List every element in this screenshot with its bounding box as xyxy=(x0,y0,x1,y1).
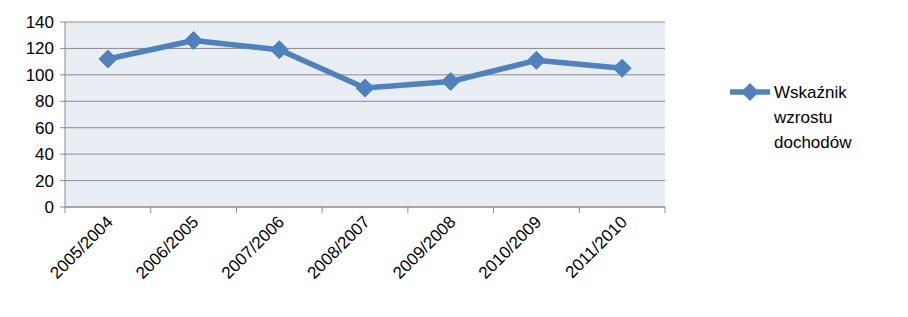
y-tick xyxy=(60,22,65,23)
y-axis xyxy=(65,22,66,207)
y-tick-label: 40 xyxy=(35,145,54,164)
series-marker xyxy=(442,72,460,90)
y-tick xyxy=(60,74,65,75)
x-tick-label: 2008/2007 xyxy=(304,212,374,282)
y-tick-label: 120 xyxy=(26,39,54,58)
series-marker xyxy=(527,51,545,69)
x-tick-label: 2005/2004 xyxy=(46,212,116,282)
x-tick xyxy=(322,207,323,213)
chart-container: 0 20 40 60 80 100 120 140 2005/20042006/20052007… xyxy=(0,0,908,317)
grid-line xyxy=(65,74,665,75)
x-tick xyxy=(65,207,66,213)
x-tick xyxy=(236,207,237,213)
legend-label-line: Wskaźnik xyxy=(774,83,847,102)
y-tick-label: 140 xyxy=(26,13,54,32)
x-tick-label: 2010/2009 xyxy=(475,212,545,282)
x-tick-label: 2011/2010 xyxy=(562,212,631,281)
y-tick-label: 80 xyxy=(35,92,54,111)
y-tick-label: 100 xyxy=(26,66,54,85)
series-marker xyxy=(356,79,374,97)
series-group xyxy=(99,32,631,98)
series-marker xyxy=(185,32,203,50)
y-tick xyxy=(60,180,65,181)
series-marker xyxy=(99,50,117,68)
legend-label: Wskaźnik wzrostu dochodów xyxy=(773,83,852,152)
grid-line xyxy=(65,207,665,208)
plot-background xyxy=(65,22,665,207)
chart-svg: 0 20 40 60 80 100 120 140 2005/20042006/20052007… xyxy=(0,0,908,317)
x-tick-label: 2009/2008 xyxy=(389,212,459,282)
y-tick xyxy=(60,154,65,155)
y-tick xyxy=(60,207,65,208)
y-tick-label: 60 xyxy=(35,119,54,138)
x-tick-label: 2006/2005 xyxy=(132,212,202,282)
grid-line xyxy=(65,127,665,128)
y-tick xyxy=(60,101,65,102)
x-axis xyxy=(65,207,665,208)
y-tick-label: 20 xyxy=(35,172,54,191)
y-tick-label: 0 xyxy=(45,198,54,217)
legend-item: Wskaźnik wzrostu dochodów xyxy=(730,83,852,152)
grid-line xyxy=(65,101,665,102)
y-tick xyxy=(60,127,65,128)
legend-label-line: wzrostu xyxy=(773,108,833,127)
x-tick xyxy=(493,207,494,213)
x-tick-label: 2007/2006 xyxy=(218,212,288,282)
grid-line xyxy=(65,180,665,181)
y-tick xyxy=(60,48,65,49)
x-tick xyxy=(665,207,666,213)
legend-label-line: dochodów xyxy=(774,133,852,152)
grid-line xyxy=(65,154,665,155)
series-marker xyxy=(270,41,288,59)
x-tick xyxy=(407,207,408,213)
x-tick xyxy=(150,207,151,213)
grid-line xyxy=(65,22,665,23)
legend-marker xyxy=(741,83,759,101)
x-tick xyxy=(579,207,580,213)
series-marker xyxy=(613,59,631,77)
